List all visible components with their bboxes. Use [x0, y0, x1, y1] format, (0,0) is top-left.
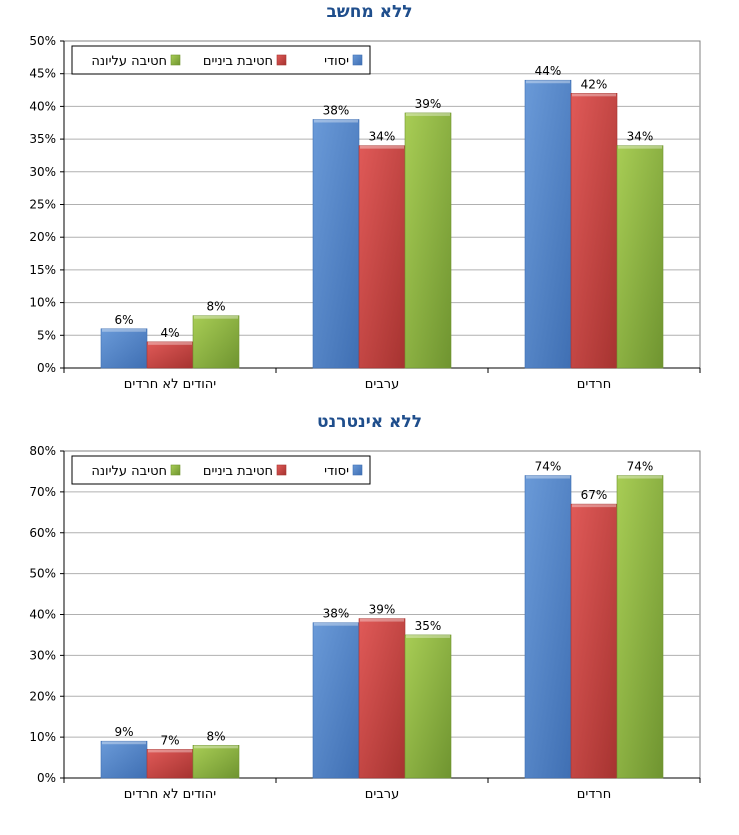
bar-highlight — [572, 93, 616, 97]
y-tick-label: 5% — [37, 328, 56, 342]
bar — [358, 618, 406, 779]
category-label: חרדים — [577, 787, 611, 802]
legend-label: חטיבה עליונה — [91, 464, 167, 479]
bar-highlight — [314, 622, 358, 626]
data-label: 39% — [415, 97, 442, 111]
category-label: יהודים לא חרדים — [124, 377, 216, 392]
data-label: 42% — [581, 77, 608, 91]
y-tick-label: 10% — [29, 296, 56, 310]
bar-highlight — [526, 80, 570, 84]
y-tick-label: 25% — [29, 198, 56, 212]
data-label: 34% — [369, 130, 396, 144]
y-tick-label: 60% — [29, 526, 56, 540]
bar-highlight — [360, 145, 404, 149]
chart-svg-no-internet: 0% 10% 20% 30% 40% 50% 60% 70% 80% 9% 7% 8% יהודים ל… — [29, 444, 701, 802]
data-label: 74% — [627, 460, 654, 474]
bar — [404, 112, 452, 369]
y-tick-label: 30% — [29, 648, 56, 662]
y-tick-label: 35% — [29, 132, 56, 146]
legend-swatch — [170, 464, 181, 476]
bar — [146, 341, 194, 369]
bar-highlight — [102, 328, 146, 332]
bar — [616, 145, 664, 369]
bar — [358, 145, 406, 369]
bar — [100, 328, 148, 369]
bar-highlight — [148, 341, 192, 345]
bar-highlight — [194, 315, 238, 319]
y-tick-label: 45% — [29, 67, 56, 81]
bar — [146, 749, 194, 779]
y-tick-label: 15% — [29, 263, 56, 277]
category-label: ערבים — [365, 787, 400, 802]
bar-highlight — [406, 634, 450, 638]
data-label: 4% — [160, 326, 179, 340]
data-label: 7% — [160, 733, 179, 747]
y-tick-label: 30% — [29, 165, 56, 179]
bar — [312, 622, 360, 779]
bar — [100, 740, 148, 779]
data-label: 34% — [627, 130, 654, 144]
y-tick-label: 80% — [29, 444, 56, 458]
bar-highlight — [572, 504, 616, 508]
y-tick-label: 20% — [29, 689, 56, 703]
legend-swatch — [276, 464, 287, 476]
category-label: חרדים — [577, 377, 611, 392]
y-tick-label: 50% — [29, 34, 56, 48]
data-label: 38% — [323, 607, 350, 621]
legend-label: יסודי — [324, 464, 349, 479]
bar — [570, 93, 618, 369]
legend-box — [71, 45, 371, 75]
legend-swatch — [170, 54, 181, 66]
bar — [570, 503, 618, 779]
bar — [524, 475, 572, 779]
bar-highlight — [314, 119, 358, 123]
data-label: 8% — [206, 729, 225, 743]
bar — [192, 315, 240, 369]
y-tick-label: 0% — [37, 361, 56, 375]
bar-highlight — [618, 475, 662, 479]
legend-swatch — [352, 464, 363, 476]
y-tick-label: 40% — [29, 608, 56, 622]
chart-title: ללא מחשב — [326, 2, 413, 22]
data-label: 8% — [206, 300, 225, 314]
chart-svg-no-computer: 0% 5% 10% 15% 20% 25% 30% 35% 40% 45% 50% 6% 4% 8% יהו… — [29, 34, 701, 392]
bar — [312, 119, 360, 369]
bar — [616, 475, 664, 779]
legend-swatch — [276, 54, 287, 66]
data-label: 35% — [415, 619, 442, 633]
legend-label: יסודי — [324, 54, 349, 69]
category-label: יהודים לא חרדים — [124, 787, 216, 802]
bar-highlight — [618, 145, 662, 149]
data-label: 38% — [323, 103, 350, 117]
y-tick-label: 10% — [29, 730, 56, 744]
chart-title: ללא אינטרנט — [317, 412, 422, 432]
y-tick-label: 40% — [29, 99, 56, 113]
data-label: 74% — [535, 460, 562, 474]
data-label: 6% — [114, 313, 133, 327]
category-label: ערבים — [365, 377, 400, 392]
legend-box — [71, 455, 371, 485]
bar — [192, 744, 240, 779]
legend-label: חטיבה עליונה — [91, 54, 167, 69]
legend-swatch — [352, 54, 363, 66]
bar-highlight — [102, 741, 146, 745]
y-tick-label: 70% — [29, 485, 56, 499]
bar-highlight — [360, 618, 404, 622]
y-tick-label: 20% — [29, 230, 56, 244]
data-label: 9% — [114, 725, 133, 739]
bar — [404, 634, 452, 779]
y-tick-label: 50% — [29, 567, 56, 581]
y-tick-label: 0% — [37, 771, 56, 785]
data-label: 39% — [369, 603, 396, 617]
bar — [524, 79, 572, 369]
bar-highlight — [194, 745, 238, 749]
bar-highlight — [406, 112, 450, 116]
legend-label: חטיבת ביניים — [203, 54, 273, 69]
legend-label: חטיבת ביניים — [203, 464, 273, 479]
data-label: 44% — [535, 64, 562, 78]
bar-highlight — [526, 475, 570, 479]
data-label: 67% — [581, 488, 608, 502]
bar-highlight — [148, 749, 192, 753]
